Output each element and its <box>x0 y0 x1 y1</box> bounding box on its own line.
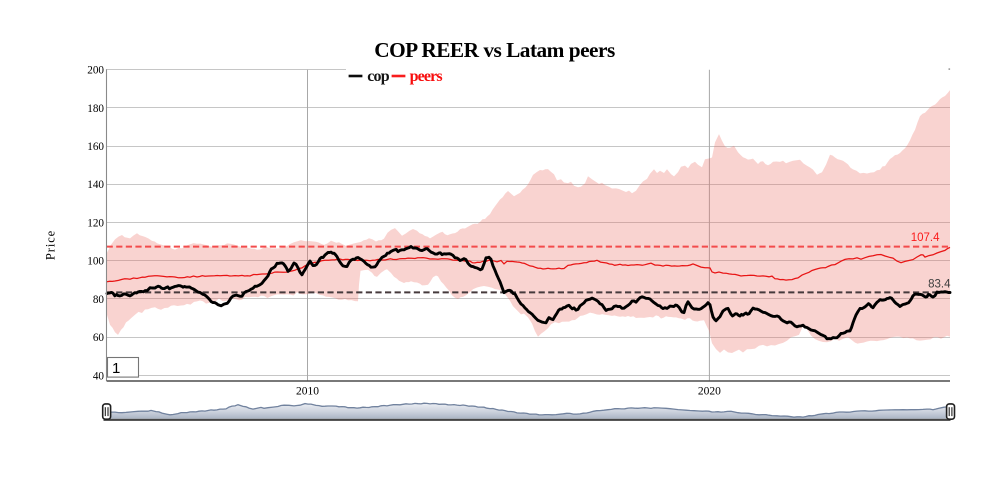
svg-text:40: 40 <box>93 370 105 382</box>
svg-text:180: 180 <box>87 103 104 115</box>
svg-text:COP REER vs Latam peers: COP REER vs Latam peers <box>374 38 615 62</box>
svg-text:140: 140 <box>87 179 104 191</box>
svg-text:107.4: 107.4 <box>911 232 940 244</box>
svg-text:100: 100 <box>87 256 104 268</box>
svg-text:1: 1 <box>112 360 120 377</box>
svg-text:cop: cop <box>367 68 389 85</box>
svg-text:200: 200 <box>87 65 104 77</box>
svg-text:2010: 2010 <box>296 385 319 397</box>
svg-text:160: 160 <box>87 141 104 153</box>
svg-text:83.4: 83.4 <box>928 279 951 291</box>
svg-text:peers: peers <box>410 68 443 85</box>
svg-text:60: 60 <box>93 332 105 344</box>
svg-text:80: 80 <box>93 294 105 306</box>
svg-text:Price: Price <box>44 230 58 260</box>
svg-text:2020: 2020 <box>698 385 721 397</box>
svg-text:120: 120 <box>87 218 104 230</box>
